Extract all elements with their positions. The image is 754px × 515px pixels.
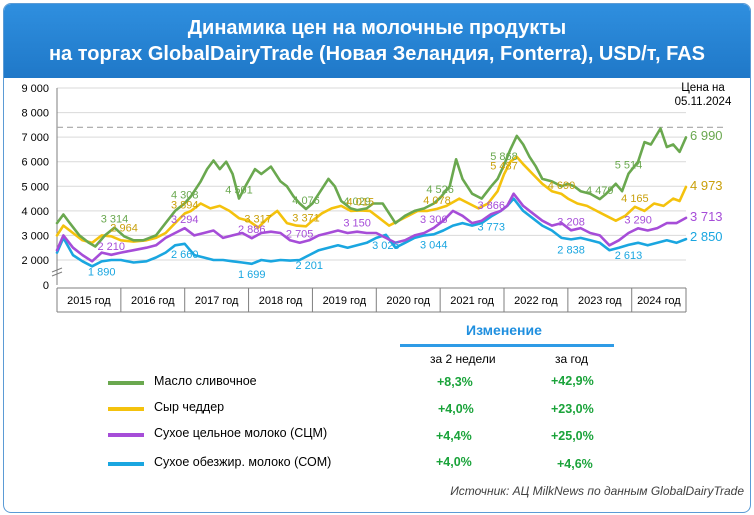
data-label-cheddar: 3 371 <box>292 212 320 224</box>
legend-swatch-cheddar <box>108 407 144 411</box>
change-year-wmp: +25,0% <box>551 429 594 443</box>
axis-break-mark <box>51 271 63 277</box>
change-year-smp: +4,6% <box>557 457 593 471</box>
end-label-butter: 6 990 <box>690 128 723 143</box>
data-label-cheddar: 3 894 <box>171 199 199 211</box>
end-label-wmp: 3 713 <box>690 209 723 224</box>
y-tick-label: 3 000 <box>21 230 49 242</box>
end-label-smp: 2 850 <box>690 229 723 244</box>
data-label-wmp: 2 705 <box>286 229 314 241</box>
data-label-butter: 3 314 <box>101 214 129 226</box>
x-category-label: 2015 год <box>67 295 111 307</box>
x-category-label: 2018 год <box>259 295 303 307</box>
data-label-butter: 4 308 <box>171 189 199 201</box>
data-label-butter: 4 526 <box>426 184 454 196</box>
data-label-smp: 3 026 <box>372 240 400 252</box>
x-category-label: 2024 год <box>637 295 681 307</box>
legend-header-year: за год <box>555 352 589 366</box>
chart-title-line-2: на торгах GlobalDairyTrade (Новая Зеланд… <box>48 43 706 65</box>
data-label-cheddar: 4 015 <box>347 196 375 208</box>
data-label-wmp: 3 208 <box>557 216 585 228</box>
data-label-wmp: 3 294 <box>171 214 199 226</box>
data-label-smp: 2 838 <box>557 244 585 256</box>
legend-swatch-butter <box>108 381 144 385</box>
x-category-label: 2021 год <box>450 295 494 307</box>
data-label-wmp: 3 866 <box>477 200 505 212</box>
legend-label-cheddar: Сыр чеддер <box>154 400 225 414</box>
data-label-wmp: 3 150 <box>343 218 371 230</box>
data-label-smp: 2 613 <box>615 250 643 262</box>
data-label-smp: 1 699 <box>238 269 266 281</box>
y-tick-label: 9 000 <box>21 83 49 95</box>
chart-title-line-1: Динамика цен на молочные продукты <box>187 17 567 39</box>
data-label-cheddar: 5 487 <box>490 160 518 172</box>
data-label-butter: 4 076 <box>292 195 320 207</box>
legend-title: Изменение <box>466 322 542 338</box>
change-2w-cheddar: +4,0% <box>438 402 474 416</box>
x-category-label: 2023 год <box>578 295 622 307</box>
price-date-value: 05.11.2024 <box>675 96 732 108</box>
y-tick-label: 2 000 <box>21 255 49 267</box>
data-label-cheddar: 4 690 <box>548 180 576 192</box>
x-category-label: 2017 год <box>195 295 239 307</box>
data-label-smp: 3 773 <box>477 221 505 233</box>
y-tick-label: 0 <box>43 280 49 292</box>
data-label-wmp: 3 306 <box>420 214 448 226</box>
data-label-wmp: 2 886 <box>238 224 266 236</box>
legend-title-underline <box>400 344 614 347</box>
data-label-wmp: 2 210 <box>98 241 126 253</box>
x-category-label: 2016 год <box>131 295 175 307</box>
data-label-butter: 4 479 <box>586 185 614 197</box>
data-label-cheddar: 2 964 <box>110 222 138 234</box>
end-label-cheddar: 4 973 <box>690 178 723 193</box>
y-tick-label: 4 000 <box>21 206 49 218</box>
legend-swatch-smp <box>108 462 144 466</box>
change-year-cheddar: +23,0% <box>551 402 594 416</box>
y-tick-label: 5 000 <box>21 181 49 193</box>
data-label-butter: 5 868 <box>490 151 518 163</box>
legend-label-butter: Масло сливочное <box>154 374 257 388</box>
change-year-butter: +42,9% <box>551 374 594 388</box>
series-line-smp <box>55 197 688 268</box>
series-line-cheddar <box>55 155 688 245</box>
data-label-smp: 2 201 <box>295 260 323 272</box>
legend-swatch-wmp <box>108 433 144 437</box>
data-label-smp: 3 044 <box>420 239 448 251</box>
change-2w-smp: +4,0% <box>436 455 472 469</box>
data-label-wmp: 3 290 <box>624 214 652 226</box>
price-date-label: Цена на <box>681 82 725 94</box>
data-label-smp: 1 890 <box>88 266 116 278</box>
data-label-cheddar: 3 317 <box>244 214 272 226</box>
series-line-wmp <box>55 192 688 263</box>
legend-label-wmp: Сухое цельное молоко (СЦМ) <box>154 426 328 440</box>
x-category-label: 2020 год <box>386 295 430 307</box>
data-label-butter: 4 501 <box>225 185 253 197</box>
x-category-label: 2019 год <box>323 295 367 307</box>
y-tick-label: 8 000 <box>21 108 49 120</box>
title-bar: Динамика цен на молочные продукты на тор… <box>4 4 750 78</box>
change-2w-butter: +8,3% <box>437 375 473 389</box>
data-label-cheddar: 4 165 <box>621 193 649 205</box>
y-tick-label: 6 000 <box>21 157 49 169</box>
axis-break-mark <box>51 267 63 273</box>
y-tick-label: 7 000 <box>21 132 49 144</box>
data-label-butter: 4 029 <box>343 196 371 208</box>
legend-label-smp: Сухое обезжир. молоко (СОМ) <box>154 455 332 469</box>
source-note: Источник: АЦ MilkNews по данным GlobalDa… <box>450 484 744 498</box>
change-2w-wmp: +4,4% <box>436 429 472 443</box>
data-label-butter: 5 514 <box>615 160 643 172</box>
data-label-smp: 2 660 <box>171 249 199 261</box>
series-line-butter <box>55 127 688 248</box>
x-category-label: 2022 год <box>514 295 558 307</box>
legend-header-2-weeks: за 2 недели <box>430 352 496 366</box>
data-label-cheddar: 4 078 <box>423 195 451 207</box>
